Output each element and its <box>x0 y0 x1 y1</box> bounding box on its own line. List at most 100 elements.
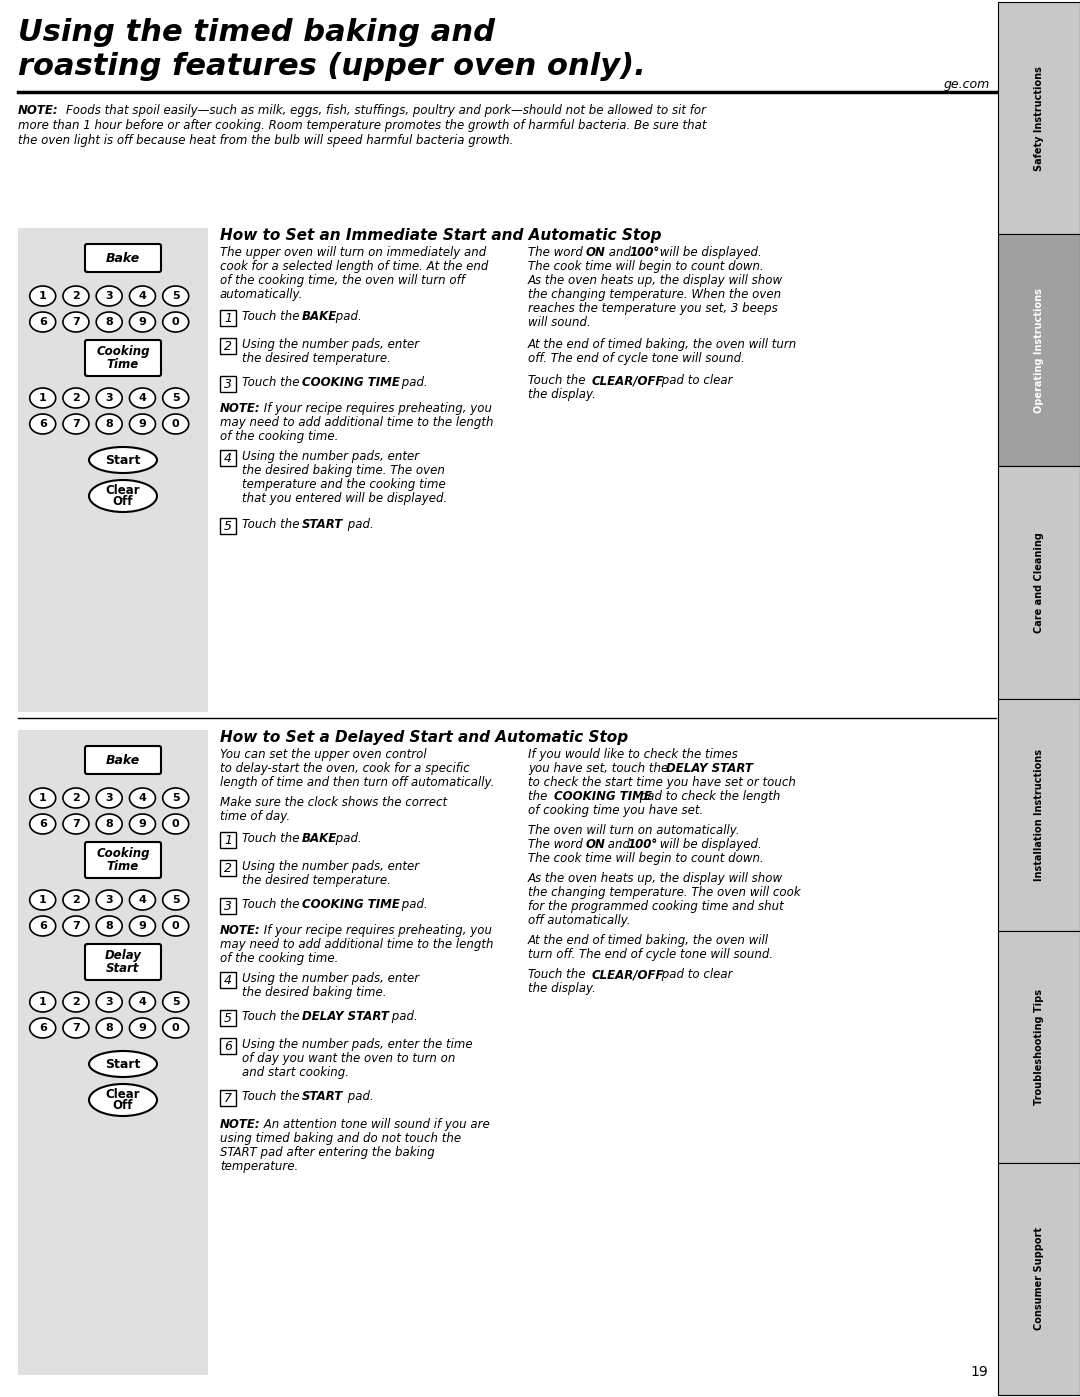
Ellipse shape <box>130 814 156 834</box>
Text: 7: 7 <box>72 1023 80 1032</box>
Ellipse shape <box>63 916 89 936</box>
Text: pad.: pad. <box>388 1010 418 1023</box>
Text: ON: ON <box>586 246 606 258</box>
Text: temperature.: temperature. <box>220 1160 298 1173</box>
Ellipse shape <box>63 388 89 408</box>
Text: 0: 0 <box>172 921 179 930</box>
Text: 1: 1 <box>39 997 46 1007</box>
Text: 3: 3 <box>106 793 113 803</box>
Text: 1: 1 <box>224 312 232 324</box>
Text: Make sure the clock shows the correct: Make sure the clock shows the correct <box>220 796 447 809</box>
Text: 3: 3 <box>106 291 113 300</box>
Text: Cooking: Cooking <box>96 847 150 861</box>
Text: Touch the: Touch the <box>528 374 590 387</box>
FancyBboxPatch shape <box>220 898 237 914</box>
Text: Touch the: Touch the <box>242 1090 303 1104</box>
Ellipse shape <box>30 286 56 306</box>
Ellipse shape <box>163 916 189 936</box>
Text: 2: 2 <box>72 393 80 402</box>
Text: Time: Time <box>107 861 139 873</box>
Text: If your recipe requires preheating, you: If your recipe requires preheating, you <box>260 923 492 937</box>
FancyBboxPatch shape <box>220 518 237 534</box>
Text: Using the number pads, enter: Using the number pads, enter <box>242 972 419 985</box>
Text: If you would like to check the times: If you would like to check the times <box>528 747 738 761</box>
Text: CLEAR/OFF: CLEAR/OFF <box>592 968 664 981</box>
Text: Time: Time <box>107 358 139 370</box>
Text: 9: 9 <box>138 317 147 327</box>
Text: Off: Off <box>112 1099 133 1112</box>
FancyBboxPatch shape <box>85 339 161 376</box>
Text: 2: 2 <box>224 339 232 352</box>
Text: pad.: pad. <box>399 898 428 911</box>
Text: and: and <box>604 838 634 851</box>
Text: COOKING TIME: COOKING TIME <box>302 376 400 388</box>
Text: An attention tone will sound if you are: An attention tone will sound if you are <box>260 1118 489 1132</box>
Text: DELAY START: DELAY START <box>302 1010 389 1023</box>
Ellipse shape <box>96 312 122 332</box>
Text: and: and <box>605 246 635 258</box>
Text: Bake: Bake <box>106 251 140 264</box>
Text: 2: 2 <box>224 862 232 875</box>
Text: Cooking: Cooking <box>96 345 150 358</box>
Text: 3: 3 <box>106 997 113 1007</box>
Text: The cook time will begin to count down.: The cook time will begin to count down. <box>528 260 764 272</box>
Text: Touch the: Touch the <box>242 898 303 911</box>
Text: the display.: the display. <box>528 388 596 401</box>
Text: 5: 5 <box>172 895 179 905</box>
Text: Safety Instructions: Safety Instructions <box>1034 66 1044 170</box>
Text: of the cooking time.: of the cooking time. <box>220 951 338 965</box>
Text: pad.: pad. <box>345 518 374 531</box>
Text: At the end of timed baking, the oven will: At the end of timed baking, the oven wil… <box>528 935 769 947</box>
Ellipse shape <box>63 286 89 306</box>
Text: Using the number pads, enter: Using the number pads, enter <box>242 450 419 462</box>
Ellipse shape <box>163 992 189 1011</box>
Text: Using the number pads, enter: Using the number pads, enter <box>242 338 419 351</box>
Text: the oven light is off because heat from the bulb will speed harmful bacteria gro: the oven light is off because heat from … <box>18 134 513 147</box>
Text: 9: 9 <box>138 1023 147 1032</box>
Text: may need to add additional time to the length: may need to add additional time to the l… <box>220 416 494 429</box>
FancyBboxPatch shape <box>220 1010 237 1025</box>
Text: Touch the: Touch the <box>242 518 303 531</box>
Text: At the end of timed baking, the oven will turn: At the end of timed baking, the oven wil… <box>528 338 797 351</box>
Ellipse shape <box>163 414 189 434</box>
Ellipse shape <box>130 916 156 936</box>
Bar <box>18 228 208 712</box>
Text: length of time and then turn off automatically.: length of time and then turn off automat… <box>220 775 495 789</box>
Text: 6: 6 <box>39 819 46 828</box>
Text: that you entered will be displayed.: that you entered will be displayed. <box>242 492 447 504</box>
Bar <box>998 235 1080 467</box>
Text: 7: 7 <box>72 419 80 429</box>
Text: off automatically.: off automatically. <box>528 914 631 928</box>
Text: 4: 4 <box>224 451 232 464</box>
FancyBboxPatch shape <box>220 1038 237 1053</box>
Text: more than 1 hour before or after cooking. Room temperature promotes the growth o: more than 1 hour before or after cooking… <box>18 119 706 131</box>
Text: pad to clear: pad to clear <box>658 374 732 387</box>
Text: You can set the upper oven control: You can set the upper oven control <box>220 747 427 761</box>
Bar <box>998 698 1080 930</box>
Text: Clear: Clear <box>106 483 140 497</box>
Text: The word: The word <box>528 838 586 851</box>
Ellipse shape <box>30 992 56 1011</box>
Ellipse shape <box>130 1018 156 1038</box>
Text: 3: 3 <box>224 377 232 391</box>
Ellipse shape <box>96 414 122 434</box>
Ellipse shape <box>63 814 89 834</box>
Ellipse shape <box>163 312 189 332</box>
Ellipse shape <box>63 890 89 909</box>
Text: 5: 5 <box>172 291 179 300</box>
Ellipse shape <box>163 1018 189 1038</box>
Ellipse shape <box>63 992 89 1011</box>
Text: 6: 6 <box>39 1023 46 1032</box>
Ellipse shape <box>96 388 122 408</box>
Text: 9: 9 <box>138 921 147 930</box>
Text: the desired temperature.: the desired temperature. <box>242 875 391 887</box>
Text: of the cooking time, the oven will turn off: of the cooking time, the oven will turn … <box>220 274 464 286</box>
Text: 3: 3 <box>224 900 232 912</box>
Text: Touch the: Touch the <box>242 1010 303 1023</box>
Text: 6: 6 <box>224 1039 232 1052</box>
Text: pad to check the length: pad to check the length <box>636 789 781 803</box>
Text: Start: Start <box>106 454 140 467</box>
Ellipse shape <box>30 814 56 834</box>
Text: The word: The word <box>528 246 586 258</box>
Text: Delay: Delay <box>105 949 141 963</box>
